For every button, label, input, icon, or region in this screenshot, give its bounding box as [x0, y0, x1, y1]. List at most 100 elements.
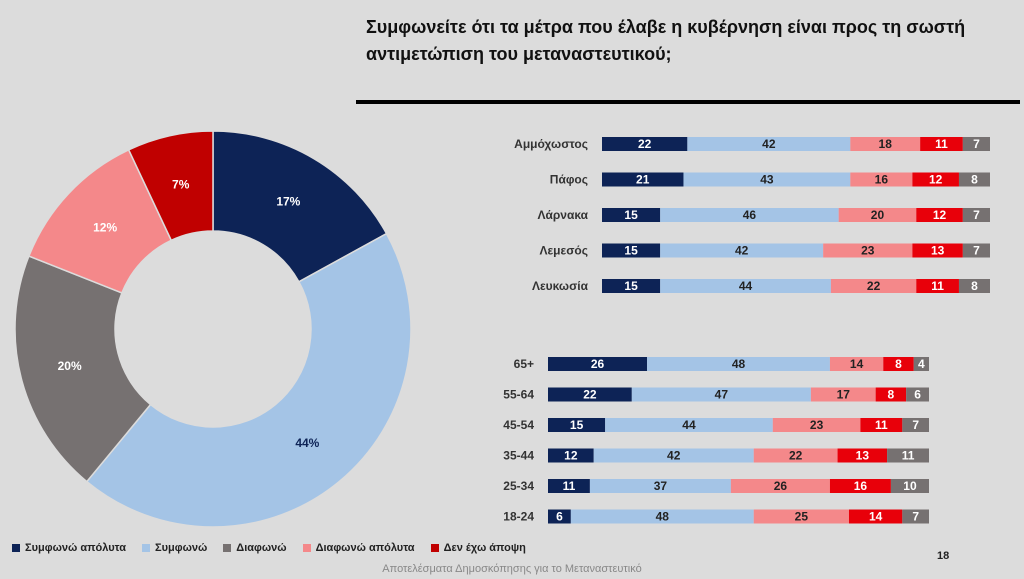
pie-slice: [127, 130, 214, 242]
bar-segment: [683, 172, 851, 187]
bar-segment: [962, 243, 990, 258]
legend-label: Δεν έχω άποψη: [443, 542, 526, 554]
bar-segment: [829, 357, 884, 371]
bar-segment: [753, 448, 838, 463]
pie-slice: [14, 255, 152, 483]
bar-segment: [860, 418, 903, 432]
bar-segment: [548, 479, 590, 493]
bar-segment: [838, 208, 917, 222]
bar-segment: [850, 137, 921, 151]
legend-item: Συμφωνώ απόλυτα: [12, 542, 126, 554]
bar-value-label: 14: [869, 510, 883, 524]
bar-value-label: 42: [667, 449, 681, 463]
bar-value-label: 47: [715, 388, 729, 402]
legend-label: Διαφωνώ: [236, 542, 287, 554]
bar-value-label: 37: [654, 479, 668, 493]
bar-segment: [902, 509, 929, 524]
legend-swatch: [141, 544, 150, 552]
bar-value-label: 7: [912, 418, 919, 432]
bar-value-label: 18: [879, 137, 893, 151]
bar-segment: [912, 243, 963, 258]
bar-segment: [920, 137, 963, 151]
bar-value-label: 6: [556, 510, 563, 524]
bar-value-label: 8: [971, 173, 978, 187]
bar-segment: [848, 509, 903, 524]
bar-segment: [660, 243, 824, 258]
bar-category-label: Πάφος: [550, 173, 588, 187]
bar-segment: [602, 279, 661, 293]
bar-value-label: 48: [732, 357, 746, 371]
bar-value-label: 26: [774, 479, 788, 493]
legend-label: Συμφωνώ: [154, 542, 208, 554]
pie-slice-label: 20%: [58, 359, 82, 373]
bar-segment: [647, 357, 830, 371]
bar-segment: [890, 479, 929, 493]
bar-segment: [593, 448, 754, 463]
bar-value-label: 11: [931, 279, 944, 293]
bar-category-label: Λεμεσός: [539, 244, 588, 258]
bar-value-label: 7: [912, 510, 919, 524]
bar-value-label: 42: [735, 244, 749, 258]
bar-segment: [906, 387, 929, 402]
title-divider: [356, 100, 1020, 104]
bar-value-label: 44: [739, 279, 753, 293]
bar-value-label: 8: [971, 279, 978, 293]
bar-value-label: 7: [973, 137, 980, 151]
bar-value-label: 11: [902, 449, 915, 463]
bar-category-label: 45-54: [503, 418, 534, 432]
bar-segment: [548, 387, 632, 402]
bar-segment: [660, 208, 839, 222]
bar-segment: [605, 418, 773, 432]
pie-slice: [85, 232, 412, 528]
bar-segment: [548, 448, 594, 463]
bar-segment: [958, 172, 990, 187]
bar-value-label: 23: [810, 418, 824, 432]
bar-value-label: 4: [918, 357, 925, 371]
bar-segment: [548, 357, 648, 371]
bar-value-label: 8: [888, 388, 895, 402]
pie-slice-label: 12%: [93, 221, 117, 235]
bar-segment: [810, 387, 876, 402]
bar-segment: [548, 418, 606, 432]
bar-value-label: 15: [624, 244, 638, 258]
bar-category-label: 18-24: [503, 510, 534, 524]
bar-segment: [883, 357, 914, 371]
bar-segment: [902, 418, 929, 432]
bar-value-label: 14: [850, 357, 864, 371]
bar-segment: [916, 208, 963, 222]
page-number: 18: [937, 550, 950, 562]
legend-swatch: [223, 544, 232, 552]
bar-segment: [823, 243, 913, 258]
bar-segment: [570, 509, 754, 524]
bar-category-label: 65+: [514, 357, 534, 371]
bar-segment: [875, 387, 907, 402]
bar-value-label: 10: [903, 479, 917, 493]
legend-item: Διαφωνώ: [223, 542, 287, 554]
bar-value-label: 23: [861, 244, 875, 258]
bar-value-label: 11: [875, 418, 888, 432]
bar-category-label: 25-34: [503, 479, 534, 493]
legend-label: Συμφωνώ απόλυτα: [25, 542, 126, 554]
legend: Συμφωνώ απόλυτα Συμφωνώ Διαφωνώ Διαφωνώ από…: [12, 541, 542, 555]
legend-swatch: [12, 544, 20, 552]
bar-segment: [602, 208, 661, 222]
legend-swatch: [430, 544, 439, 552]
bar-category-label: Αμμόχωστος: [514, 137, 588, 151]
bar-value-label: 42: [762, 137, 776, 151]
chart-title: Συμφωνείτε ότι τα μέτρα που έλαβε η κυβέ…: [366, 17, 966, 64]
footer-caption: Αποτελέσματα Δημοσκόπησης για το Μετανασ…: [382, 563, 642, 575]
bar-value-label: 15: [624, 208, 638, 222]
bar-segment: [887, 448, 929, 463]
bar-value-label: 20: [871, 208, 885, 222]
bar-segment: [753, 509, 849, 524]
bar-segment: [602, 172, 684, 187]
bar-segment: [730, 479, 830, 493]
bar-value-label: 8: [895, 357, 902, 371]
bar-segment: [548, 509, 571, 524]
bar-segment: [660, 279, 831, 293]
bar-segment: [912, 172, 959, 187]
legend-item: Δεν έχω άποψη: [430, 542, 526, 554]
bar-segment: [916, 279, 959, 293]
bar-category-label: 35-44: [503, 449, 534, 463]
